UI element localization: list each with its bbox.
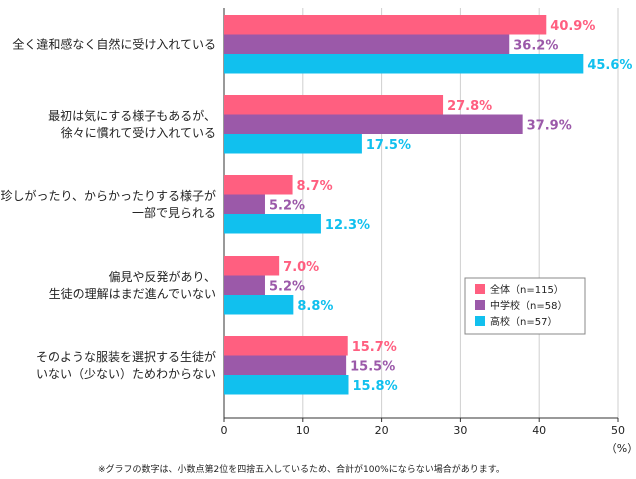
bar	[224, 15, 547, 35]
data-label: 37.9%	[527, 118, 572, 133]
legend-label: 中学校（n=58）	[490, 299, 567, 312]
category-label: 珍しがったり、からかったりする様子が一部で見られる	[0, 188, 216, 220]
data-label: 5.2%	[269, 279, 305, 294]
data-label: 27.8%	[447, 99, 492, 114]
bars	[224, 15, 584, 395]
data-label: 8.7%	[297, 179, 333, 194]
footnote: ※グラフの数字は、小数点第2位を四捨五入しているため、合計が100%にならない場…	[98, 465, 505, 475]
data-label: 45.6%	[587, 58, 632, 73]
legend-swatch	[475, 284, 485, 294]
value-labels: 40.9% 36.2% 45.6% 27.8% 37.9% 17.5% 8.7% 5.2% 12…	[269, 19, 632, 394]
bar	[224, 95, 444, 115]
x-axis-unit: （%）	[606, 442, 636, 455]
data-label: 40.9%	[550, 19, 595, 34]
data-label: 12.3%	[325, 218, 370, 233]
bar	[224, 54, 584, 74]
legend: 全体（n=115） 中学校（n=58） 高校（n=57）	[464, 277, 586, 335]
data-label: 15.7%	[352, 340, 397, 355]
data-label: 8.8%	[297, 299, 333, 314]
x-tick-label: 50	[611, 424, 625, 437]
x-axis-ticks: 0 10 20 30 40 50	[221, 418, 625, 437]
x-tick-label: 10	[296, 424, 310, 437]
data-label: 15.5%	[350, 359, 395, 374]
x-tick-label: 0	[221, 424, 228, 437]
category-labels: 全く違和感なく自然に受け入れている最初は気にする様子もあるが、徐々に慣れて受け入…	[0, 36, 216, 381]
data-label: 5.2%	[269, 198, 305, 213]
bar	[224, 175, 293, 195]
category-label: 全く違和感なく自然に受け入れている	[12, 36, 216, 51]
data-label: 7.0%	[283, 260, 319, 275]
legend-swatch	[475, 316, 485, 326]
data-label: 17.5%	[366, 138, 411, 153]
bar	[224, 34, 510, 54]
category-label: そのような服装を選択する生徒がいない（少ない）ためわからない	[36, 349, 216, 381]
bar	[224, 214, 321, 234]
bar	[224, 256, 280, 276]
legend-label: 高校（n=57）	[490, 315, 557, 328]
legend-label: 全体（n=115）	[490, 283, 564, 296]
bar	[224, 134, 362, 154]
x-tick-label: 20	[375, 424, 389, 437]
bar	[224, 275, 265, 295]
data-label: 36.2%	[513, 38, 558, 53]
bar	[224, 336, 348, 356]
bar	[224, 355, 347, 375]
data-label: 15.8%	[353, 379, 398, 394]
x-tick-label: 40	[532, 424, 546, 437]
bar	[224, 375, 349, 395]
legend-swatch	[475, 300, 485, 310]
bar	[224, 295, 294, 315]
category-label: 偏見や反発があり、生徒の理解はまだ進んでいない	[49, 269, 216, 301]
bar	[224, 114, 523, 134]
x-tick-label: 30	[453, 424, 467, 437]
category-label: 最初は気にする様子もあるが、徐々に慣れて受け入れている	[48, 108, 216, 140]
bar	[224, 194, 265, 214]
gridlines	[223, 8, 619, 419]
